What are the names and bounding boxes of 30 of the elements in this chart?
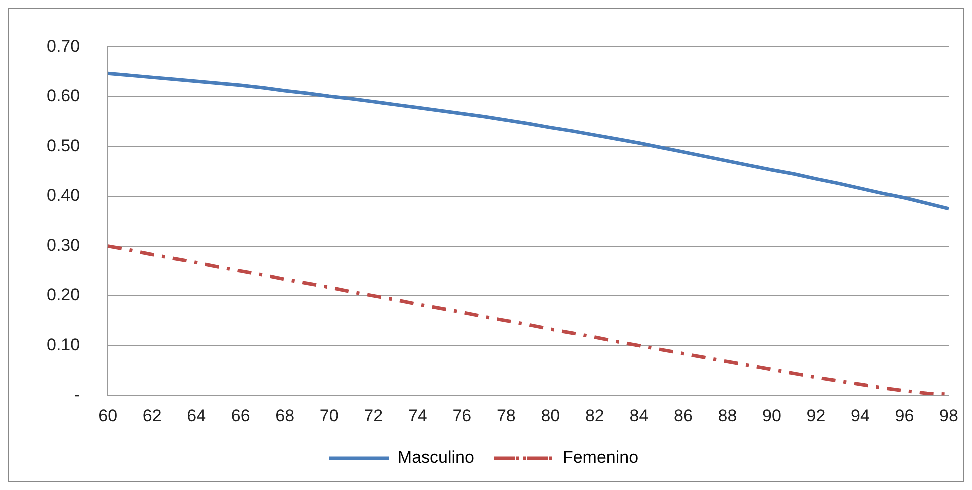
x-tick-label: 98 xyxy=(940,406,958,426)
x-tick-label: 80 xyxy=(541,406,560,426)
y-tick-label: 0.30 xyxy=(46,236,80,255)
x-tick-label: 68 xyxy=(276,406,295,426)
y-tick-label: - xyxy=(74,385,80,404)
y-tick-label: 0.60 xyxy=(46,86,80,106)
x-tick-label: 78 xyxy=(496,406,516,426)
x-tick-label: 64 xyxy=(187,406,206,426)
x-tick-label: 88 xyxy=(718,406,738,426)
y-tick-label: 0.40 xyxy=(46,186,80,206)
x-tick-label: 84 xyxy=(630,406,649,426)
x-tick-label: 90 xyxy=(762,406,782,426)
legend-label: Masculino xyxy=(398,448,474,468)
x-tick-label: 92 xyxy=(806,406,826,426)
y-tick-label: 0.50 xyxy=(46,136,80,156)
x-tick-label: 94 xyxy=(851,406,870,426)
x-tick-label: 66 xyxy=(231,406,250,426)
legend-label: Femenino xyxy=(562,448,639,468)
x-tick-label: 62 xyxy=(142,406,162,426)
x-tick-label: 96 xyxy=(895,406,914,426)
x-tick-label: 70 xyxy=(320,406,339,426)
x-tick-label: 72 xyxy=(364,406,384,426)
y-tick-label: 0.10 xyxy=(46,336,80,355)
x-tick-label: 74 xyxy=(408,406,428,426)
y-tick-label: 0.70 xyxy=(46,36,80,56)
x-tick-label: 60 xyxy=(98,406,118,426)
y-tick-label: 0.20 xyxy=(46,286,80,305)
x-tick-label: 86 xyxy=(674,406,693,426)
x-tick-label: 82 xyxy=(585,406,604,426)
x-tick-label: 76 xyxy=(452,406,472,426)
